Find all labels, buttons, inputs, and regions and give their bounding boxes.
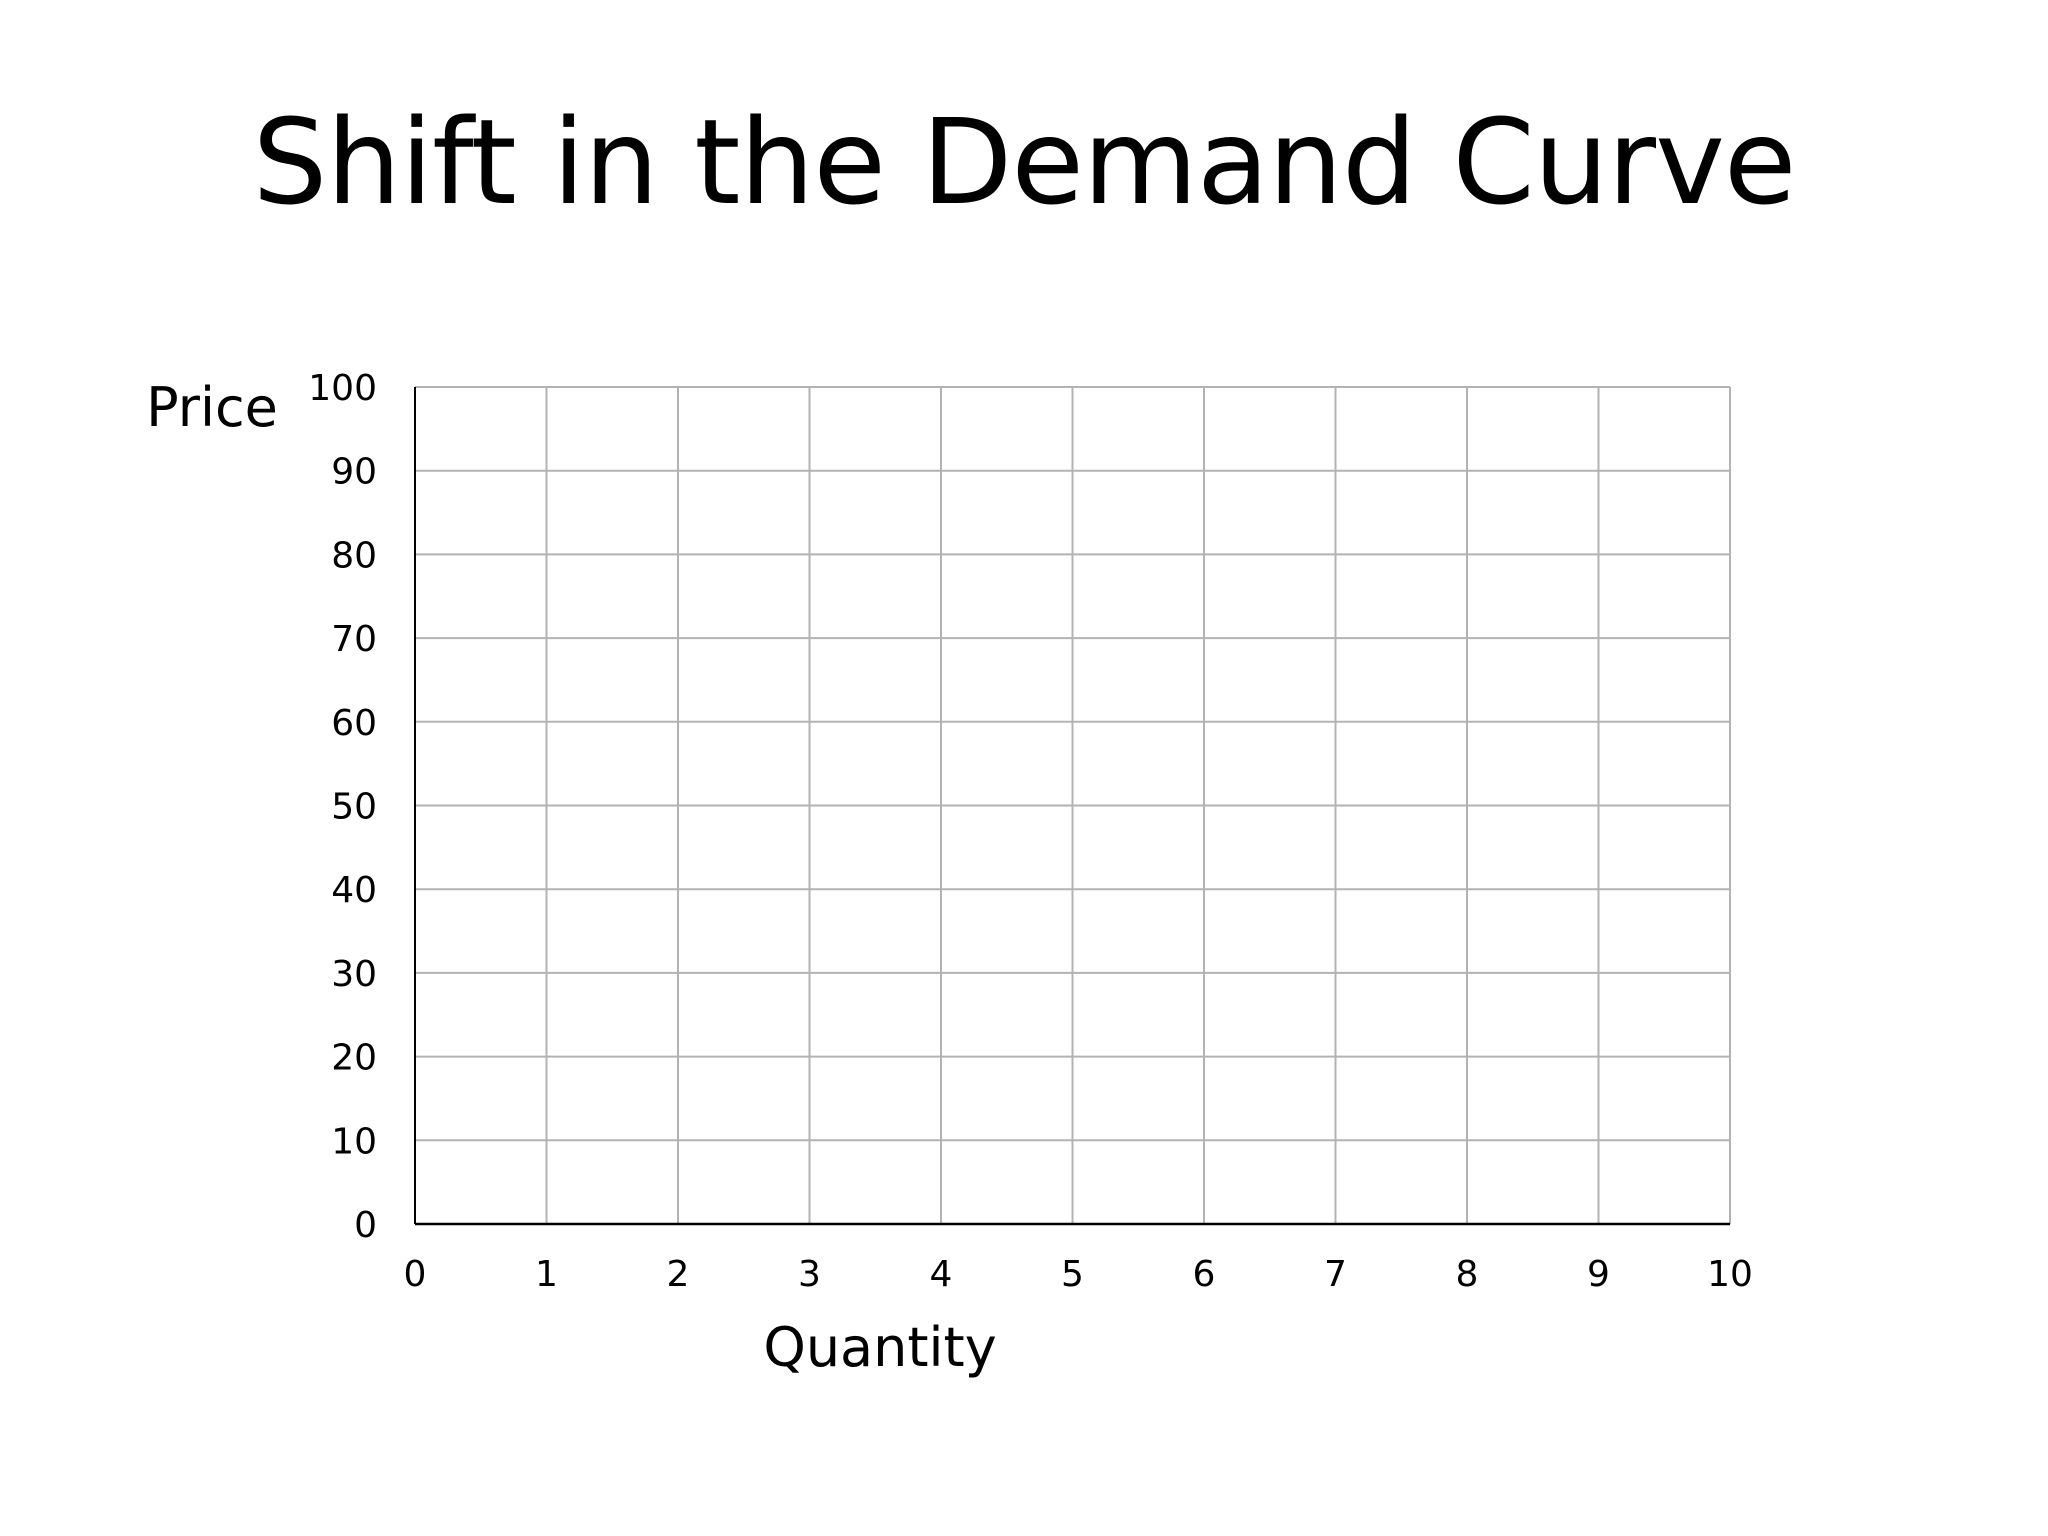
y-tick-label-90: 90: [331, 452, 377, 493]
y-tick-label-40: 40: [331, 870, 377, 911]
x-tick-label-8: 8: [1456, 1254, 1479, 1295]
x-tick-label-5: 5: [1061, 1254, 1084, 1295]
y-tick-label-20: 20: [331, 1038, 377, 1079]
x-tick-label-7: 7: [1324, 1254, 1347, 1295]
x-tick-label-10: 10: [1707, 1254, 1753, 1295]
y-axis-title: Price: [146, 376, 278, 439]
grid-layer: [414, 386, 1731, 1225]
x-tick-label-0: 0: [404, 1254, 427, 1295]
y-tick-label-0: 0: [354, 1205, 377, 1246]
x-tick-label-9: 9: [1587, 1254, 1610, 1295]
y-tick-label-70: 70: [331, 619, 377, 660]
x-tick-label-6: 6: [1193, 1254, 1216, 1295]
x-tick-label-1: 1: [535, 1254, 558, 1295]
y-tick-label-10: 10: [331, 1121, 377, 1162]
y-tick-label-60: 60: [331, 703, 377, 744]
y-tick-label-100: 100: [308, 368, 377, 409]
x-tick-label-4: 4: [930, 1254, 953, 1295]
y-tick-label-30: 30: [331, 954, 377, 995]
x-tick-label-2: 2: [667, 1254, 690, 1295]
y-tick-label-80: 80: [331, 535, 377, 576]
y-tick-label-50: 50: [331, 787, 377, 828]
x-tick-label-3: 3: [798, 1254, 821, 1295]
axis-layer: [414, 387, 1730, 1226]
slide-title: Shift in the Demand Curve: [252, 93, 1797, 231]
x-axis-title: Quantity: [763, 1316, 996, 1379]
